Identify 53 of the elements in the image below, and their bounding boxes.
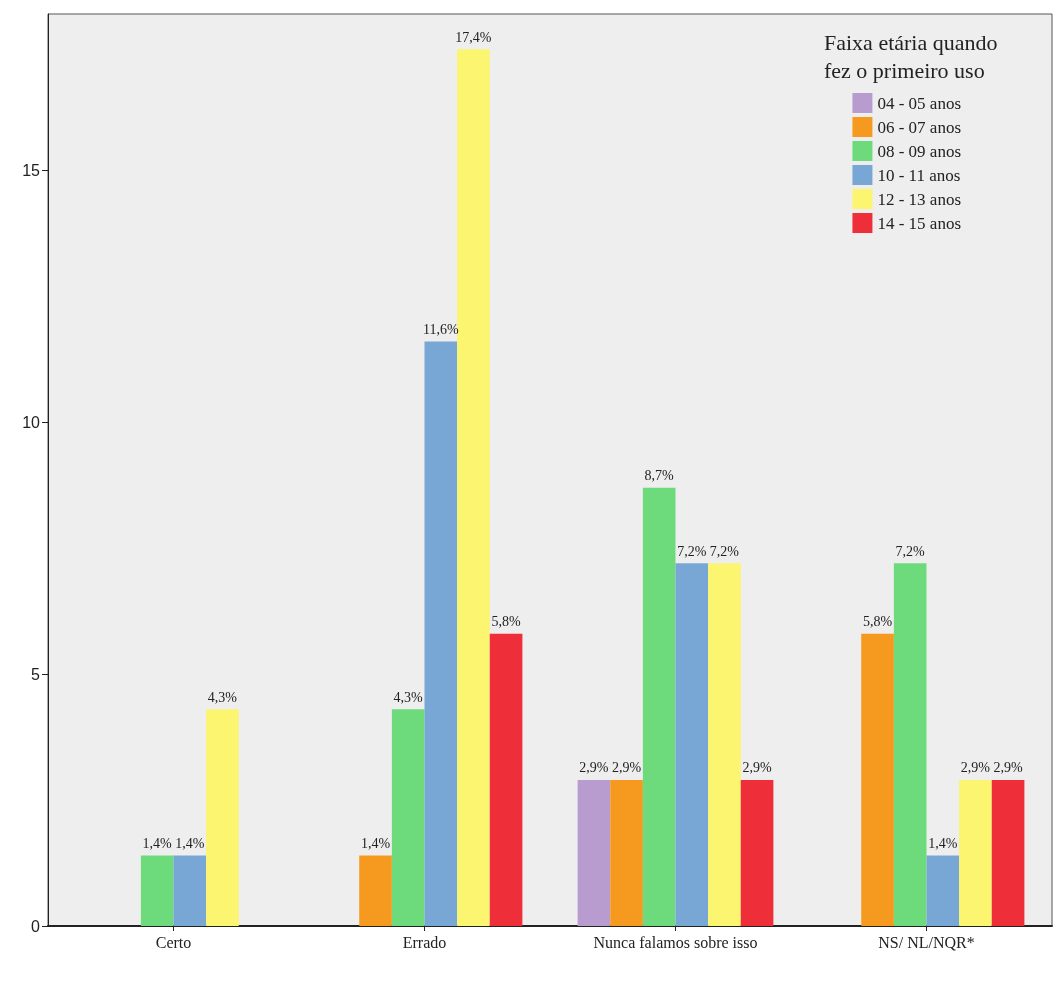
data-label: 4,3% — [207, 689, 238, 705]
bar — [708, 563, 741, 926]
data-label: 1,4% — [142, 835, 173, 851]
data-label: 2,9% — [742, 760, 772, 776]
bar — [926, 855, 960, 926]
legend-label: 04 - 05 anos — [877, 93, 962, 113]
x-tick-label: Nunca falamos sobre isso — [593, 933, 758, 951]
y-tick-label: 15 — [22, 161, 41, 179]
bar — [140, 855, 174, 926]
data-label: 1,4% — [928, 835, 958, 851]
bar — [424, 341, 458, 926]
bar — [642, 487, 676, 926]
bar — [959, 779, 992, 926]
bar — [206, 709, 239, 926]
legend-label: 06 - 07 anos — [877, 117, 962, 137]
x-tick-label: Certo — [155, 933, 192, 951]
bar — [861, 633, 894, 926]
bar — [173, 855, 207, 926]
y-tick-label: 5 — [31, 665, 41, 683]
data-label: 2,9% — [611, 760, 642, 776]
data-label: 2,9% — [960, 760, 991, 776]
legend-title: Faixa etária quando fez o primeiro uso — [824, 29, 1003, 83]
data-label: 7,2% — [895, 543, 926, 559]
bar — [457, 49, 490, 926]
y-tick-label: 0 — [31, 917, 41, 935]
data-label: 5,8% — [862, 614, 893, 630]
data-label: 5,8% — [491, 614, 521, 630]
legend-label: 10 - 11 anos — [877, 165, 961, 185]
data-label: 11,6% — [422, 322, 459, 338]
bar — [740, 779, 774, 926]
data-label: 7,2% — [709, 543, 740, 559]
x-tick-label: Errado — [402, 933, 447, 951]
data-label: 7,2% — [677, 543, 707, 559]
data-label: 1,4% — [360, 835, 391, 851]
bar — [391, 709, 425, 926]
legend-label: 12 - 13 anos — [877, 189, 962, 209]
bar — [610, 779, 643, 926]
x-tick-label: NS/ NL/NQR* — [878, 933, 975, 951]
bar — [489, 633, 523, 926]
data-label: 1,4% — [175, 835, 205, 851]
data-label: 8,7% — [644, 468, 675, 484]
data-label: 4,3% — [393, 689, 424, 705]
bar — [359, 855, 392, 926]
y-tick-label: 10 — [22, 413, 41, 431]
data-label: 17,4% — [455, 29, 492, 45]
data-label: 2,9% — [579, 760, 609, 776]
bar — [991, 779, 1025, 926]
data-label: 2,9% — [993, 760, 1023, 776]
legend-label: 08 - 09 anos — [877, 141, 962, 161]
bar — [893, 563, 927, 926]
legend-label: 14 - 15 anos — [877, 213, 962, 233]
bar — [577, 779, 611, 926]
bar — [675, 563, 709, 926]
